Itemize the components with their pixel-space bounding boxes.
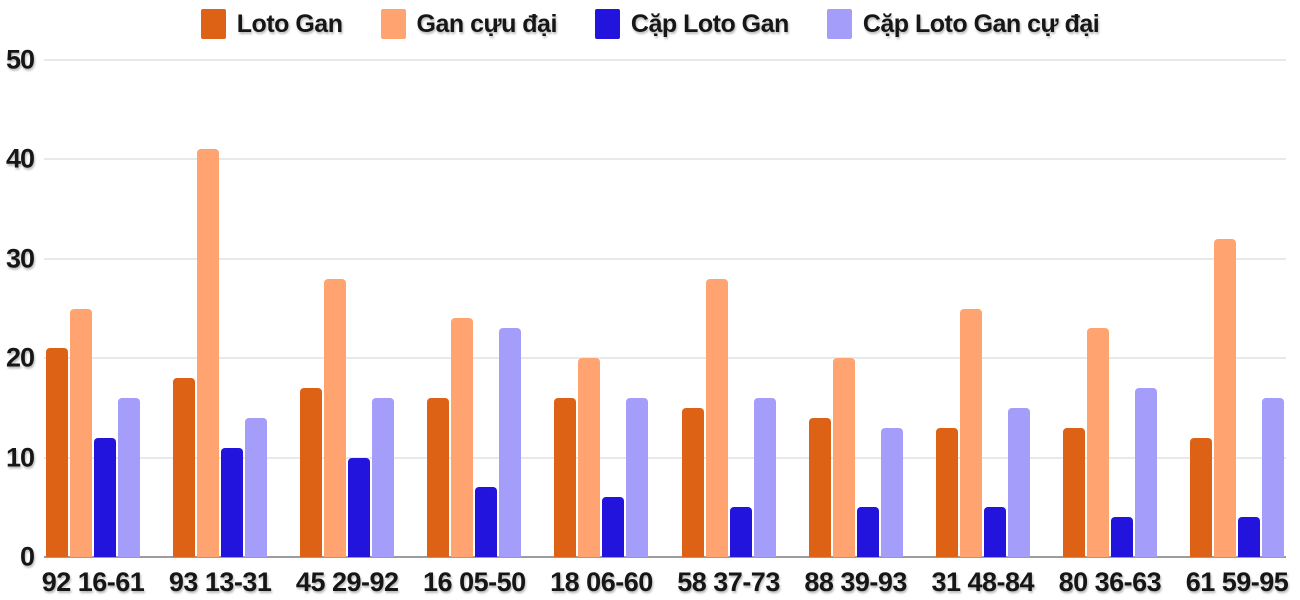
y-tick-label: 10 [5,442,35,473]
bar-group: 58 37-73 [677,60,780,596]
bar-series-1[interactable] [1062,427,1085,557]
bar-group: 88 39-93 [804,60,907,596]
bar-group: 61 59-95 [1186,60,1289,596]
legend-color-swatch [380,9,406,39]
bar-series-3[interactable] [856,507,879,557]
bar-group: 93 13-31 [169,60,272,596]
x-axis-label: 88 39-93 [804,567,907,597]
bar-groups: 92 16-61 93 13-31 45 29-92 16 05-50 18 06-60… [42,60,1289,596]
bar-group: 80 36-63 [1059,60,1162,596]
x-axis-label: 31 48-84 [931,567,1035,597]
gridline [44,456,1286,459]
x-axis-label: 45 29-92 [295,567,399,597]
gridline [44,158,1286,161]
bar-series-2[interactable] [451,318,474,557]
bar-series-2[interactable] [1213,238,1236,557]
bar-series-1[interactable] [554,397,577,557]
x-axis-label: 58 37-73 [677,567,780,597]
bar-series-2[interactable] [70,308,92,557]
bar-series-4[interactable] [499,328,522,557]
legend-label: Cặp Loto Gan cự đại [862,9,1100,38]
legend-item-2[interactable]: Gan cựu đại [380,9,558,39]
bar-series-1[interactable] [46,348,68,557]
x-axis-label: 61 59-95 [1185,567,1289,597]
bar-series-2[interactable] [324,278,347,557]
bar-series-3[interactable] [1237,517,1260,557]
bar-series-4[interactable] [118,397,140,557]
bar-series-3[interactable] [348,457,371,557]
bar-group: 31 48-84 [931,60,1035,596]
gridlines [44,59,1286,558]
bar-series-4[interactable] [1134,388,1157,557]
bar-group: 45 29-92 [296,60,399,596]
bar-group: 92 16-61 [42,60,145,596]
legend-label: Loto Gan [236,9,343,38]
bar-series-3[interactable] [983,507,1006,557]
y-tick-label: 0 [19,541,35,572]
bar-series-3[interactable] [94,437,116,557]
bar-series-3[interactable] [1110,517,1133,557]
bar-series-4[interactable] [245,417,268,557]
bar-series-3[interactable] [729,507,752,557]
bar-series-4[interactable] [1007,407,1030,557]
bar-series-2[interactable] [705,278,728,557]
bar-series-1[interactable] [681,407,704,557]
bar-series-2[interactable] [959,308,982,557]
legend-color-swatch [200,9,226,39]
bar-series-2[interactable] [197,149,220,557]
bar-series-2[interactable] [1086,328,1109,557]
bar-series-1[interactable] [427,397,450,557]
bar-series-2[interactable] [578,358,601,557]
y-tick-label: 30 [5,243,35,274]
y-tick-label: 50 [5,44,35,75]
x-axis-label: 93 13-31 [168,567,272,597]
bar-series-1[interactable] [935,427,958,557]
bar-series-1[interactable] [1189,437,1212,557]
bar-series-2[interactable] [832,358,855,557]
bar-series-1[interactable] [173,378,196,557]
legend-item-1[interactable]: Loto Gan [200,9,343,39]
y-tick-label: 20 [5,342,35,373]
legend-label: Gan cựu đại [416,9,558,38]
bar-group: 18 06-60 [550,60,653,596]
y-tick-label: 40 [5,143,35,174]
bar-series-1[interactable] [300,388,323,557]
x-axis-label: 80 36-63 [1058,567,1162,597]
bar-series-4[interactable] [880,427,903,557]
bar-series-1[interactable] [808,417,831,557]
gridline [44,59,1286,61]
gridline [44,257,1286,260]
bar-group: 16 05-50 [423,60,526,596]
x-axis-label: 18 06-60 [550,567,653,597]
y-axis: 0 10 20 30 40 50 [0,46,36,570]
bar-series-3[interactable] [602,497,625,557]
bar-series-4[interactable] [753,397,776,557]
bar-series-4[interactable] [372,397,395,557]
gridline [44,357,1286,360]
x-axis-label: 92 16-61 [41,567,145,597]
bar-series-3[interactable] [475,487,498,557]
x-axis-label: 16 05-50 [423,567,526,597]
legend-color-swatch [826,9,852,39]
bar-series-4[interactable] [1261,397,1284,557]
legend-label: Cặp Loto Gan [630,9,789,38]
chart-legend: Loto Gan Gan cựu đại Cặp Loto Gan Cặp Loto … [0,9,1300,39]
bar-series-3[interactable] [221,447,244,557]
legend-color-swatch [594,9,620,39]
plot-area: 92 16-61 93 13-31 45 29-92 16 05-50 18 06-60… [42,59,1289,596]
legend-item-3[interactable]: Cặp Loto Gan [594,9,789,39]
legend-item-4[interactable]: Cặp Loto Gan cự đại [826,9,1100,39]
bar-series-4[interactable] [626,397,649,557]
x-axis-line [44,556,1286,558]
